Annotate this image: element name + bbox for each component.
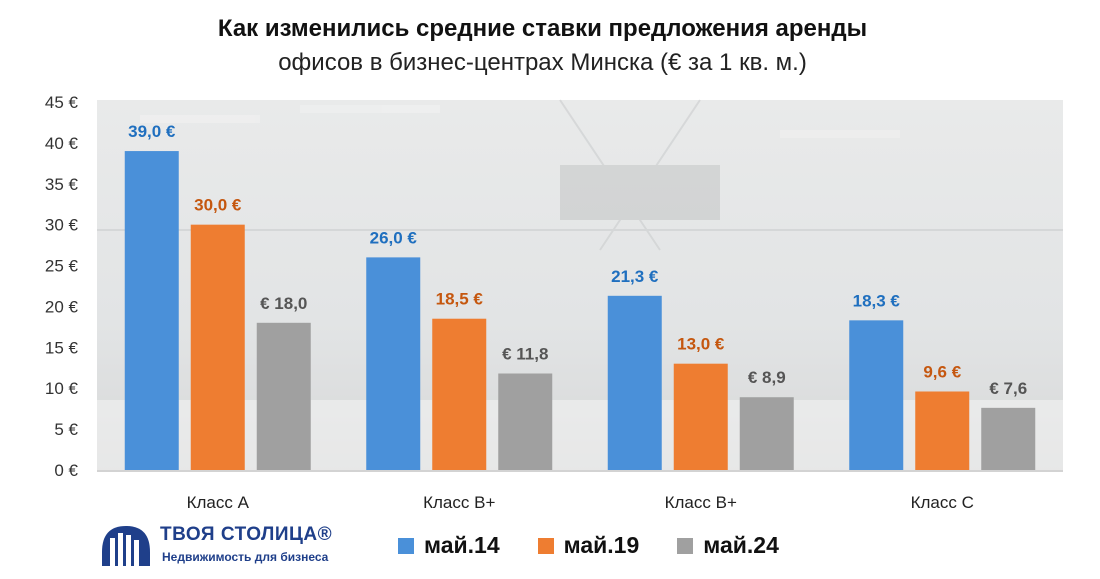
bar bbox=[366, 257, 421, 470]
y-tick-label: 5 € bbox=[54, 420, 78, 439]
data-label: € 11,8 bbox=[502, 345, 548, 364]
chart-title: Как изменились средние ставки предложени… bbox=[217, 15, 868, 42]
data-label: 9,6 € bbox=[923, 362, 961, 381]
bar bbox=[739, 397, 794, 470]
chart-title-block: Как изменились средние ставки предложени… bbox=[0, 12, 1085, 80]
y-tick-label: 0 € bbox=[54, 461, 78, 480]
bar bbox=[190, 224, 245, 470]
logo-tagline: Недвижимость для бизнеса bbox=[162, 550, 329, 564]
x-tick-label: Класс С bbox=[911, 493, 974, 512]
y-tick-label: 25 € bbox=[45, 257, 79, 276]
legend-item: май.24 bbox=[677, 532, 779, 559]
chart-legend: май.14 май.19 май.24 bbox=[398, 532, 779, 559]
bar bbox=[849, 320, 904, 470]
legend-label: май.19 bbox=[563, 532, 640, 558]
bar bbox=[673, 363, 728, 470]
brand-logo: ТВОЯ СТОЛИЦА® Недвижимость для бизнеса bbox=[100, 520, 360, 570]
y-tick-label: 35 € bbox=[45, 175, 79, 194]
y-tick-label: 20 € bbox=[45, 297, 79, 316]
bar bbox=[915, 391, 970, 470]
y-tick-label: 10 € bbox=[45, 379, 79, 398]
bar bbox=[124, 151, 179, 471]
y-axis: 0 € 5 € 10 € 15 € 20 € 25 € 30 € 35 € 40 € 45 € bbox=[45, 93, 79, 480]
bar bbox=[432, 318, 487, 470]
y-tick-label: 15 € bbox=[45, 338, 79, 357]
data-label: € 18,0 bbox=[260, 294, 307, 313]
chart-subtitle: офисов в бизнес-центрах Минска (€ за 1 к… bbox=[278, 49, 807, 76]
x-tick-label: Класс В+ bbox=[665, 493, 737, 512]
legend-item: май.14 bbox=[398, 532, 500, 559]
bar bbox=[981, 407, 1036, 470]
x-tick-label: Класс А bbox=[187, 493, 250, 512]
x-tick-label: Класс В+ bbox=[423, 493, 495, 512]
footer: ТВОЯ СТОЛИЦА® Недвижимость для бизнеса м… bbox=[0, 510, 1100, 579]
bars-group: 39,0 € 30,0 € € 18,0 26,0 € 18,5 € € 11,8 21,3… bbox=[124, 122, 1036, 471]
bar bbox=[607, 295, 662, 470]
legend-item: май.19 bbox=[537, 532, 640, 559]
y-tick-label: 40 € bbox=[45, 134, 79, 153]
data-label: 18,5 € bbox=[436, 290, 484, 309]
legend-swatch bbox=[537, 537, 554, 554]
legend-label: май.24 bbox=[703, 532, 779, 558]
y-tick-label: 45 € bbox=[45, 93, 79, 112]
data-label: 26,0 € bbox=[370, 228, 418, 247]
data-label: € 7,6 bbox=[989, 379, 1027, 398]
logo-name: ТВОЯ СТОЛИЦА® bbox=[160, 524, 333, 545]
bar bbox=[498, 373, 553, 470]
bar bbox=[256, 322, 311, 470]
legend-swatch bbox=[398, 537, 414, 554]
data-label: 39,0 € bbox=[128, 122, 176, 141]
y-tick-label: 30 € bbox=[45, 216, 79, 235]
legend-swatch bbox=[677, 537, 694, 554]
data-label: 30,0 € bbox=[194, 196, 242, 215]
data-label: 18,3 € bbox=[853, 291, 901, 310]
legend-label: май.14 bbox=[424, 532, 500, 558]
building-logo-icon bbox=[102, 526, 150, 566]
data-label: 21,3 € bbox=[611, 267, 659, 286]
x-axis: Класс А Класс В+ Класс В+ Класс С bbox=[97, 470, 1063, 512]
data-label: 13,0 € bbox=[677, 335, 725, 354]
data-label: € 8,9 bbox=[748, 368, 786, 387]
